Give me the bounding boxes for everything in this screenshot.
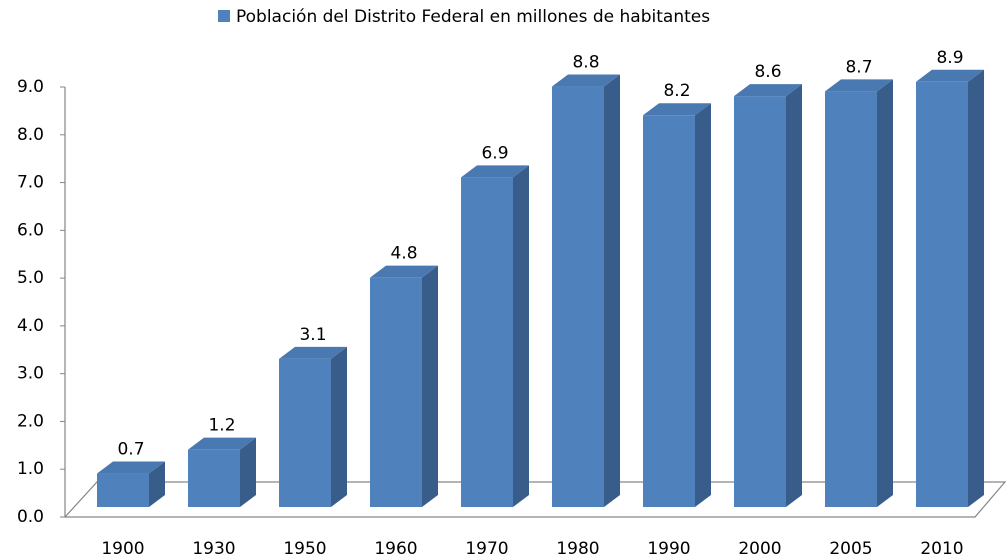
x-tick-label: 1960 [374, 539, 417, 558]
legend-swatch [218, 10, 230, 22]
bar-top [825, 79, 893, 92]
bar-side [149, 461, 165, 507]
bar [825, 91, 877, 507]
value-label: 6.9 [481, 143, 508, 163]
value-label: 4.8 [390, 244, 417, 264]
bar-top [370, 265, 438, 278]
bar-side [877, 79, 893, 507]
x-tick-label: 1900 [101, 539, 144, 558]
bar [734, 96, 786, 507]
bar [188, 449, 240, 507]
bar-side [604, 74, 620, 508]
y-tick-label: 7.0 [17, 173, 44, 193]
x-tick-label: 1970 [465, 539, 508, 558]
bar-top [279, 346, 347, 359]
y-tick-label: 4.0 [17, 316, 44, 336]
x-tick-label: 1980 [556, 539, 599, 558]
y-tick-label: 5.0 [17, 268, 44, 288]
bar-side [968, 69, 984, 508]
value-label: 1.2 [208, 416, 235, 436]
value-label: 0.7 [117, 440, 144, 460]
bar-side [513, 165, 529, 508]
value-label: 8.6 [754, 62, 781, 82]
value-label: 3.1 [299, 325, 326, 345]
bar-side [331, 346, 347, 507]
x-tick-label: 2005 [829, 539, 872, 558]
bar-top [916, 69, 984, 82]
value-label: 8.9 [936, 48, 963, 68]
x-tick-label: 1950 [283, 539, 326, 558]
y-tick-label: 9.0 [17, 77, 44, 97]
bar [370, 277, 422, 507]
y-tick-label: 3.0 [17, 364, 44, 384]
bar [643, 115, 695, 507]
bar-top [734, 84, 802, 97]
value-label: 8.2 [663, 81, 690, 101]
bar-side [786, 84, 802, 507]
y-tick-label: 0.0 [17, 507, 44, 527]
legend-label: Población del Distrito Federal en millon… [236, 7, 710, 27]
bar-top [461, 165, 529, 178]
x-tick-label: 1930 [192, 539, 235, 558]
x-tick-label: 2000 [738, 539, 781, 558]
bar-top [643, 103, 711, 116]
bar [552, 86, 604, 508]
x-tick-label: 1990 [647, 539, 690, 558]
bar [279, 358, 331, 507]
bar-top [97, 461, 165, 474]
value-label: 8.7 [845, 57, 872, 77]
bar-top [188, 437, 256, 450]
x-tick-label: 2010 [920, 539, 963, 558]
bar [97, 473, 149, 507]
value-label: 8.8 [572, 53, 599, 73]
bar [916, 81, 968, 508]
y-tick-label: 6.0 [17, 220, 44, 240]
bar-side [422, 265, 438, 507]
y-tick-label: 8.0 [17, 125, 44, 145]
y-tick-label: 1.0 [17, 459, 44, 479]
y-tick-label: 2.0 [17, 411, 44, 431]
bar-top [552, 74, 620, 87]
bar-side [240, 437, 256, 507]
bar [461, 177, 513, 508]
floor [63, 481, 1006, 518]
bar-side [695, 103, 711, 507]
